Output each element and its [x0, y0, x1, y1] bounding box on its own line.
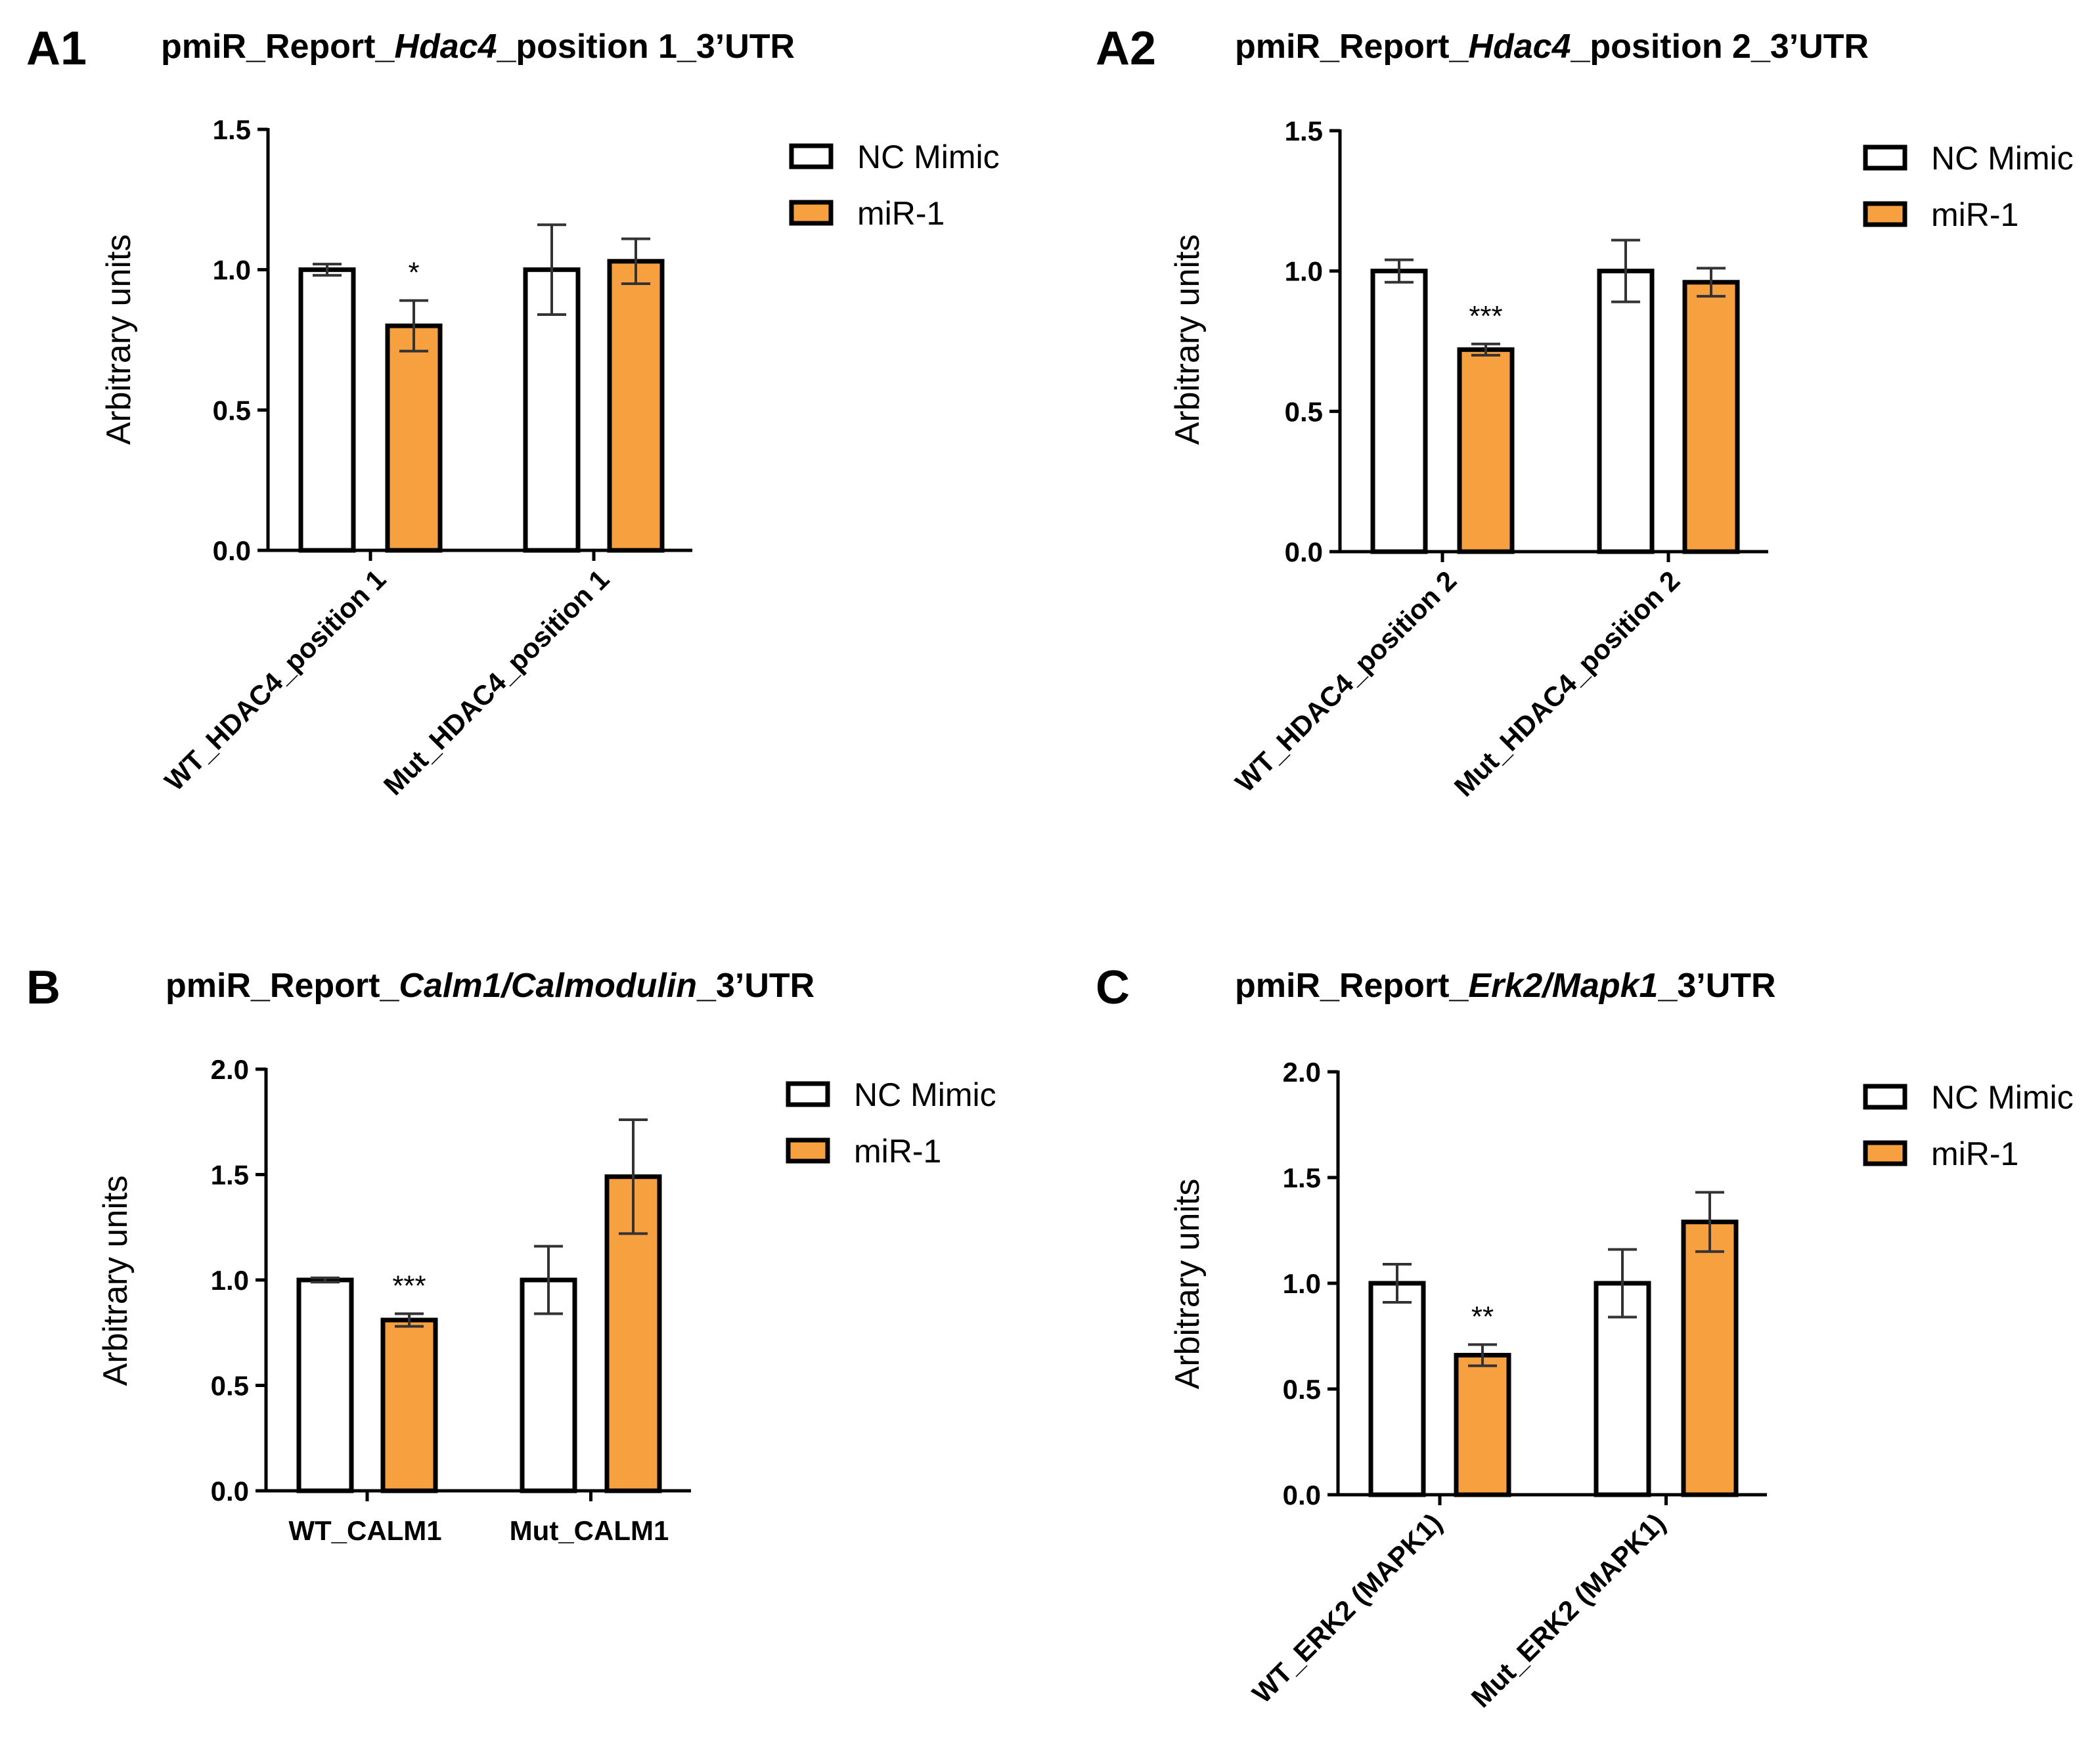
- category-label: Mut_HDAC4_position 1: [378, 563, 615, 801]
- bar-nc-mimic: [1594, 1281, 1651, 1497]
- y-tick-label: 0.5: [1283, 1374, 1321, 1405]
- y-tick-label: 1.5: [211, 1160, 249, 1191]
- bar-mir-1: [1454, 1352, 1511, 1497]
- title-part: _3’UTR: [1657, 967, 1775, 1005]
- y-tick-label: 0.5: [211, 1371, 249, 1401]
- y-tick-label: 0.0: [1283, 1480, 1321, 1510]
- significance-marker: *: [408, 257, 419, 289]
- y-tick-label: 1.0: [1285, 256, 1323, 287]
- legend-label: miR-1: [854, 1133, 941, 1170]
- panel-label: A1: [26, 22, 87, 75]
- y-tick-label: 0.5: [213, 395, 251, 426]
- y-axis-title: Arbitrary units: [1169, 1179, 1207, 1390]
- panel-c: C pmiR_Report_Erk2/Mapk1_3’UTR Arbitrary…: [1096, 961, 2074, 1713]
- category-label: WT_CALM1: [288, 1515, 441, 1546]
- legend-label: NC Mimic: [854, 1076, 996, 1113]
- category-label: WT_ERK2 (MAPK1): [1246, 1507, 1448, 1709]
- bar-mir-1: [607, 259, 665, 553]
- legend-label: NC Mimic: [857, 139, 1000, 175]
- bar-nc-mimic: [1368, 1281, 1426, 1497]
- y-tick-label: 1.0: [213, 255, 251, 286]
- y-axis-title: Arbitrary units: [97, 1176, 135, 1386]
- bar-mir-1: [1682, 280, 1740, 554]
- chart-title: pmiR_Report_Erk2/Mapk1_3’UTR: [1235, 967, 1776, 1005]
- significance-marker: ***: [392, 1269, 426, 1302]
- legend-swatch-nc-mimic: [789, 143, 834, 169]
- y-tick-label: 2.0: [1283, 1057, 1321, 1088]
- bar-nc-mimic: [298, 267, 356, 553]
- title-part: pmiR_Report_: [1235, 28, 1469, 66]
- panel-a1: A1 pmiR_Report_Hdac4_position 1_3’UTR Ar…: [26, 22, 1000, 801]
- y-tick-label: 1.0: [211, 1265, 249, 1296]
- category-label: WT_HDAC4_position 2: [1229, 565, 1462, 798]
- y-tick-label: 0.0: [213, 535, 251, 566]
- y-axis-title: Arbitrary units: [1169, 234, 1207, 445]
- y-tick-label: 1.5: [213, 114, 251, 145]
- legend-swatch-nc-mimic: [1863, 144, 1907, 171]
- title-part: _position 1_3’UTR: [496, 28, 795, 66]
- legend-label: NC Mimic: [1931, 1079, 2074, 1116]
- title-part-italic: Hdac4: [394, 28, 497, 66]
- legend-swatch-mir-1: [786, 1137, 830, 1164]
- y-tick-label: 2.0: [211, 1054, 249, 1085]
- title-part-italic: Hdac4: [1468, 28, 1571, 66]
- y-tick-label: 1.0: [1283, 1268, 1321, 1299]
- legend-swatch-nc-mimic: [1863, 1084, 1907, 1110]
- chart-title: pmiR_Report_Hdac4_position 2_3’UTR: [1235, 28, 1869, 66]
- y-tick-label: 0.0: [211, 1476, 249, 1507]
- y-tick-label: 1.5: [1283, 1162, 1321, 1193]
- title-part-italic: Calm1/Calmodulin: [399, 967, 697, 1005]
- panel-label: B: [26, 961, 60, 1014]
- category-label: Mut_ERK2 (MAPK1): [1465, 1507, 1672, 1713]
- bar-nc-mimic: [1370, 269, 1428, 554]
- legend-swatch-nc-mimic: [786, 1081, 830, 1107]
- title-part: pmiR_Report_: [1235, 967, 1469, 1005]
- y-axis-title: Arbitrary units: [100, 234, 138, 445]
- bar-mir-1: [604, 1174, 662, 1493]
- y-tick-label: 0.5: [1285, 396, 1323, 427]
- title-part: _3’UTR: [696, 967, 814, 1005]
- legend-label: miR-1: [857, 195, 945, 232]
- chart-title: pmiR_Report_Calm1/Calmodulin_3’UTR: [166, 967, 814, 1005]
- y-tick-label: 0.0: [1285, 537, 1323, 567]
- title-part: pmiR_Report_: [161, 28, 395, 66]
- bar-nc-mimic: [1597, 269, 1655, 554]
- panel-label: A2: [1096, 22, 1156, 75]
- chart-title: pmiR_Report_Hdac4_position 1_3’UTR: [161, 28, 795, 66]
- category-label: Mut_HDAC4_position 2: [1448, 565, 1686, 803]
- legend-swatch-mir-1: [789, 200, 834, 226]
- bar-mir-1: [1681, 1220, 1739, 1497]
- bar-mir-1: [1457, 347, 1515, 554]
- category-label: Mut_CALM1: [510, 1515, 669, 1546]
- category-label: WT_HDAC4_position 1: [158, 563, 391, 797]
- significance-marker: **: [1471, 1300, 1494, 1333]
- bar-mir-1: [380, 1317, 438, 1493]
- legend-label: miR-1: [1931, 196, 2018, 233]
- legend-label: NC Mimic: [1931, 140, 2074, 177]
- bar-nc-mimic: [296, 1277, 354, 1493]
- bar-mir-1: [385, 323, 443, 553]
- legend-label: miR-1: [1931, 1136, 2018, 1172]
- legend-swatch-mir-1: [1863, 1140, 1907, 1166]
- significance-marker: ***: [1469, 300, 1502, 332]
- title-part-italic: Erk2/Mapk1: [1468, 967, 1658, 1005]
- panel-label: C: [1096, 961, 1130, 1014]
- title-part: pmiR_Report_: [166, 967, 399, 1005]
- panel-b: B pmiR_Report_Calm1/Calmodulin_3’UTR Arb…: [26, 961, 996, 1546]
- title-part: _position 2_3’UTR: [1570, 28, 1869, 66]
- y-tick-label: 1.5: [1285, 116, 1323, 146]
- legend-swatch-mir-1: [1863, 201, 1907, 227]
- panel-a2: A2 pmiR_Report_Hdac4_position 2_3’UTR Ar…: [1096, 22, 2074, 803]
